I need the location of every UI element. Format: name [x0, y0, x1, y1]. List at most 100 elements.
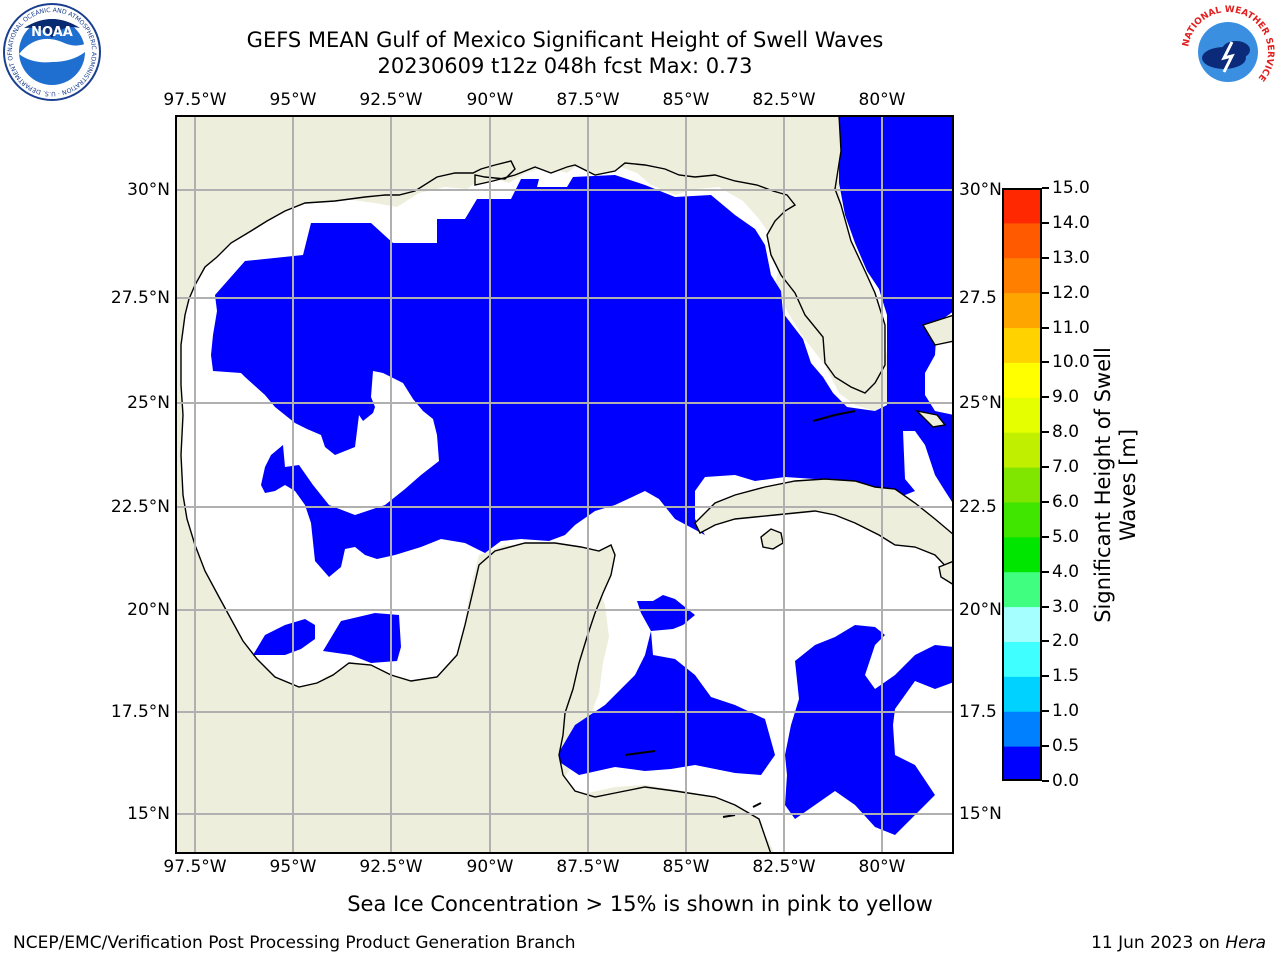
lon-tick-bottom: 82.5°W: [752, 857, 816, 877]
colorbar-tick-mark: [1042, 256, 1049, 259]
colorbar-tick-mark: [1042, 570, 1049, 573]
lat-tick-left: 25°N: [127, 393, 170, 413]
colorbar-segment: [1002, 536, 1042, 573]
swell-0-0.5-region: [211, 115, 954, 835]
lon-tick-top: 97.5°W: [163, 90, 227, 110]
florida: [175, 115, 886, 854]
lon-tick-top: 90°W: [466, 90, 514, 110]
lon-tick-bottom: 92.5°W: [359, 857, 423, 877]
lat-tick-left: 20°N: [127, 600, 170, 620]
sea-ice-note: Sea Ice Concentration > 15% is shown in …: [347, 892, 933, 916]
colorbar-tick-mark: [1042, 780, 1049, 782]
colorbar-segment: [1002, 222, 1042, 259]
lat-tick-left: 17.5°N: [110, 702, 170, 722]
lat-tick-left: 30°N: [127, 180, 170, 200]
lon-tick-top: 80°W: [858, 90, 906, 110]
colorbar-tick-label: 3.0: [1052, 596, 1080, 617]
footer-date: 11 Jun 2023 on Hera: [1091, 933, 1266, 953]
lat-tick-right: 30°N: [959, 180, 1002, 200]
colorbar-tick-label: 9.0: [1052, 387, 1080, 408]
colorbar-tick-mark: [1042, 187, 1049, 189]
lon-tick-top: 82.5°W: [752, 90, 816, 110]
cuba: [694, 478, 954, 577]
colorbar-tick-label: 0.5: [1052, 736, 1080, 757]
colorbar-segment: [1002, 292, 1042, 329]
colorbar-label-line-1: Significant Height of Swell: [1091, 347, 1115, 623]
colorbar-tick-mark: [1042, 221, 1049, 224]
colorbar-tick-mark: [1042, 326, 1049, 329]
colorbar-tick-label: 7.0: [1052, 457, 1080, 478]
lat-tick-right: 27.5: [959, 288, 997, 308]
lat-tick-left: 22.5°N: [110, 497, 170, 517]
title-line-2: 20230609 t12z 048h fcst Max: 0.73: [377, 54, 753, 78]
lon-tick-top: 87.5°W: [556, 90, 620, 110]
coastline: [175, 115, 954, 854]
gulf-map: [175, 115, 954, 854]
colorbar-tick-mark: [1042, 640, 1049, 643]
colorbar-tick-mark: [1042, 466, 1049, 469]
colorbar-tick-label: 11.0: [1052, 317, 1090, 338]
graticule: [175, 115, 954, 854]
colorbar-tick-mark: [1042, 710, 1049, 713]
lat-tick-left: 15°N: [127, 804, 170, 824]
lon-tick-bottom: 85°W: [662, 857, 710, 877]
colorbar-segment: [1002, 571, 1042, 608]
lon-tick-top: 85°W: [662, 90, 710, 110]
colorbar-tick-label: 0.0: [1052, 771, 1080, 791]
colorbar-tick-mark: [1042, 605, 1049, 608]
colorbar-tick-label: 10.0: [1052, 352, 1090, 373]
colorbar-label-line-2: Waves [m]: [1116, 428, 1140, 542]
colorbar-tick-label: 12.0: [1052, 282, 1090, 303]
lat-tick-right: 15°N: [959, 804, 1002, 824]
lon-tick-bottom: 80°W: [858, 857, 906, 877]
chart-title: GEFS MEAN Gulf of Mexico Significant Hei…: [0, 27, 1130, 79]
colorbar-segment: [1002, 362, 1042, 398]
colorbar-segment: [1002, 327, 1042, 363]
footer-branch: NCEP/EMC/Verification Post Processing Pr…: [13, 933, 576, 953]
colorbar-tick-label: 5.0: [1052, 526, 1080, 547]
colorbar-segment: [1002, 746, 1042, 782]
colorbar-tick-mark: [1042, 431, 1049, 434]
colorbar-segment: [1002, 397, 1042, 433]
colorbar-tick-label: 1.5: [1052, 666, 1080, 687]
colorbar-segment: [1002, 257, 1042, 294]
colorbar: [1002, 188, 1042, 782]
lon-tick-bottom: 90°W: [466, 857, 514, 877]
lon-tick-bottom: 87.5°W: [556, 857, 620, 877]
lat-tick-right: 25°N: [959, 393, 1002, 413]
footer-machine: Hera: [1225, 933, 1266, 953]
lat-tick-right: 22.5: [959, 497, 997, 517]
colorbar-tick-mark: [1042, 396, 1049, 399]
map-frame: [175, 115, 954, 854]
colorbar-segment: [1002, 467, 1042, 503]
lat-tick-right: 17.5: [959, 702, 997, 722]
lon-tick-top: 95°W: [269, 90, 317, 110]
lon-tick-top: 92.5°W: [359, 90, 423, 110]
title-line-1: GEFS MEAN Gulf of Mexico Significant Hei…: [246, 28, 884, 52]
colorbar-tick-mark: [1042, 745, 1049, 748]
colorbar-segment: [1002, 606, 1042, 642]
lon-tick-bottom: 95°W: [269, 857, 317, 877]
colorbar-segment: [1002, 501, 1042, 538]
colorbar-tick-label: 13.0: [1052, 247, 1090, 268]
colorbar-tick-mark: [1042, 291, 1049, 294]
noaa-logo: NATIONAL OCEANIC AND ATMOSPHERIC ADMINIS…: [0, 0, 102, 102]
lat-tick-right: 20°N: [959, 600, 1002, 620]
colorbar-tick-mark: [1042, 675, 1049, 678]
colorbar-tick-label: 4.0: [1052, 561, 1080, 582]
colorbar-segment: [1002, 711, 1042, 747]
lon-tick-bottom: 97.5°W: [163, 857, 227, 877]
colorbar-tick-label: 15.0: [1052, 178, 1090, 198]
colorbar-tick-mark: [1042, 361, 1049, 364]
colorbar-tick-mark: [1042, 535, 1049, 538]
colorbar-segment: [1002, 676, 1042, 712]
colorbar-tick-label: 6.0: [1052, 491, 1080, 512]
noaa-text: NOAA: [31, 25, 73, 40]
colorbar-tick-label: 8.0: [1052, 422, 1080, 443]
nws-logo: NATIONAL WEATHER SERVICE: [1178, 2, 1278, 102]
colorbar-tick-label: 14.0: [1052, 212, 1090, 233]
colorbar-tick-label: 2.0: [1052, 631, 1080, 652]
footer-date-text: 11 Jun 2023 on: [1091, 933, 1220, 953]
colorbar-segment: [1002, 432, 1042, 468]
colorbar-segment: [1002, 188, 1042, 224]
